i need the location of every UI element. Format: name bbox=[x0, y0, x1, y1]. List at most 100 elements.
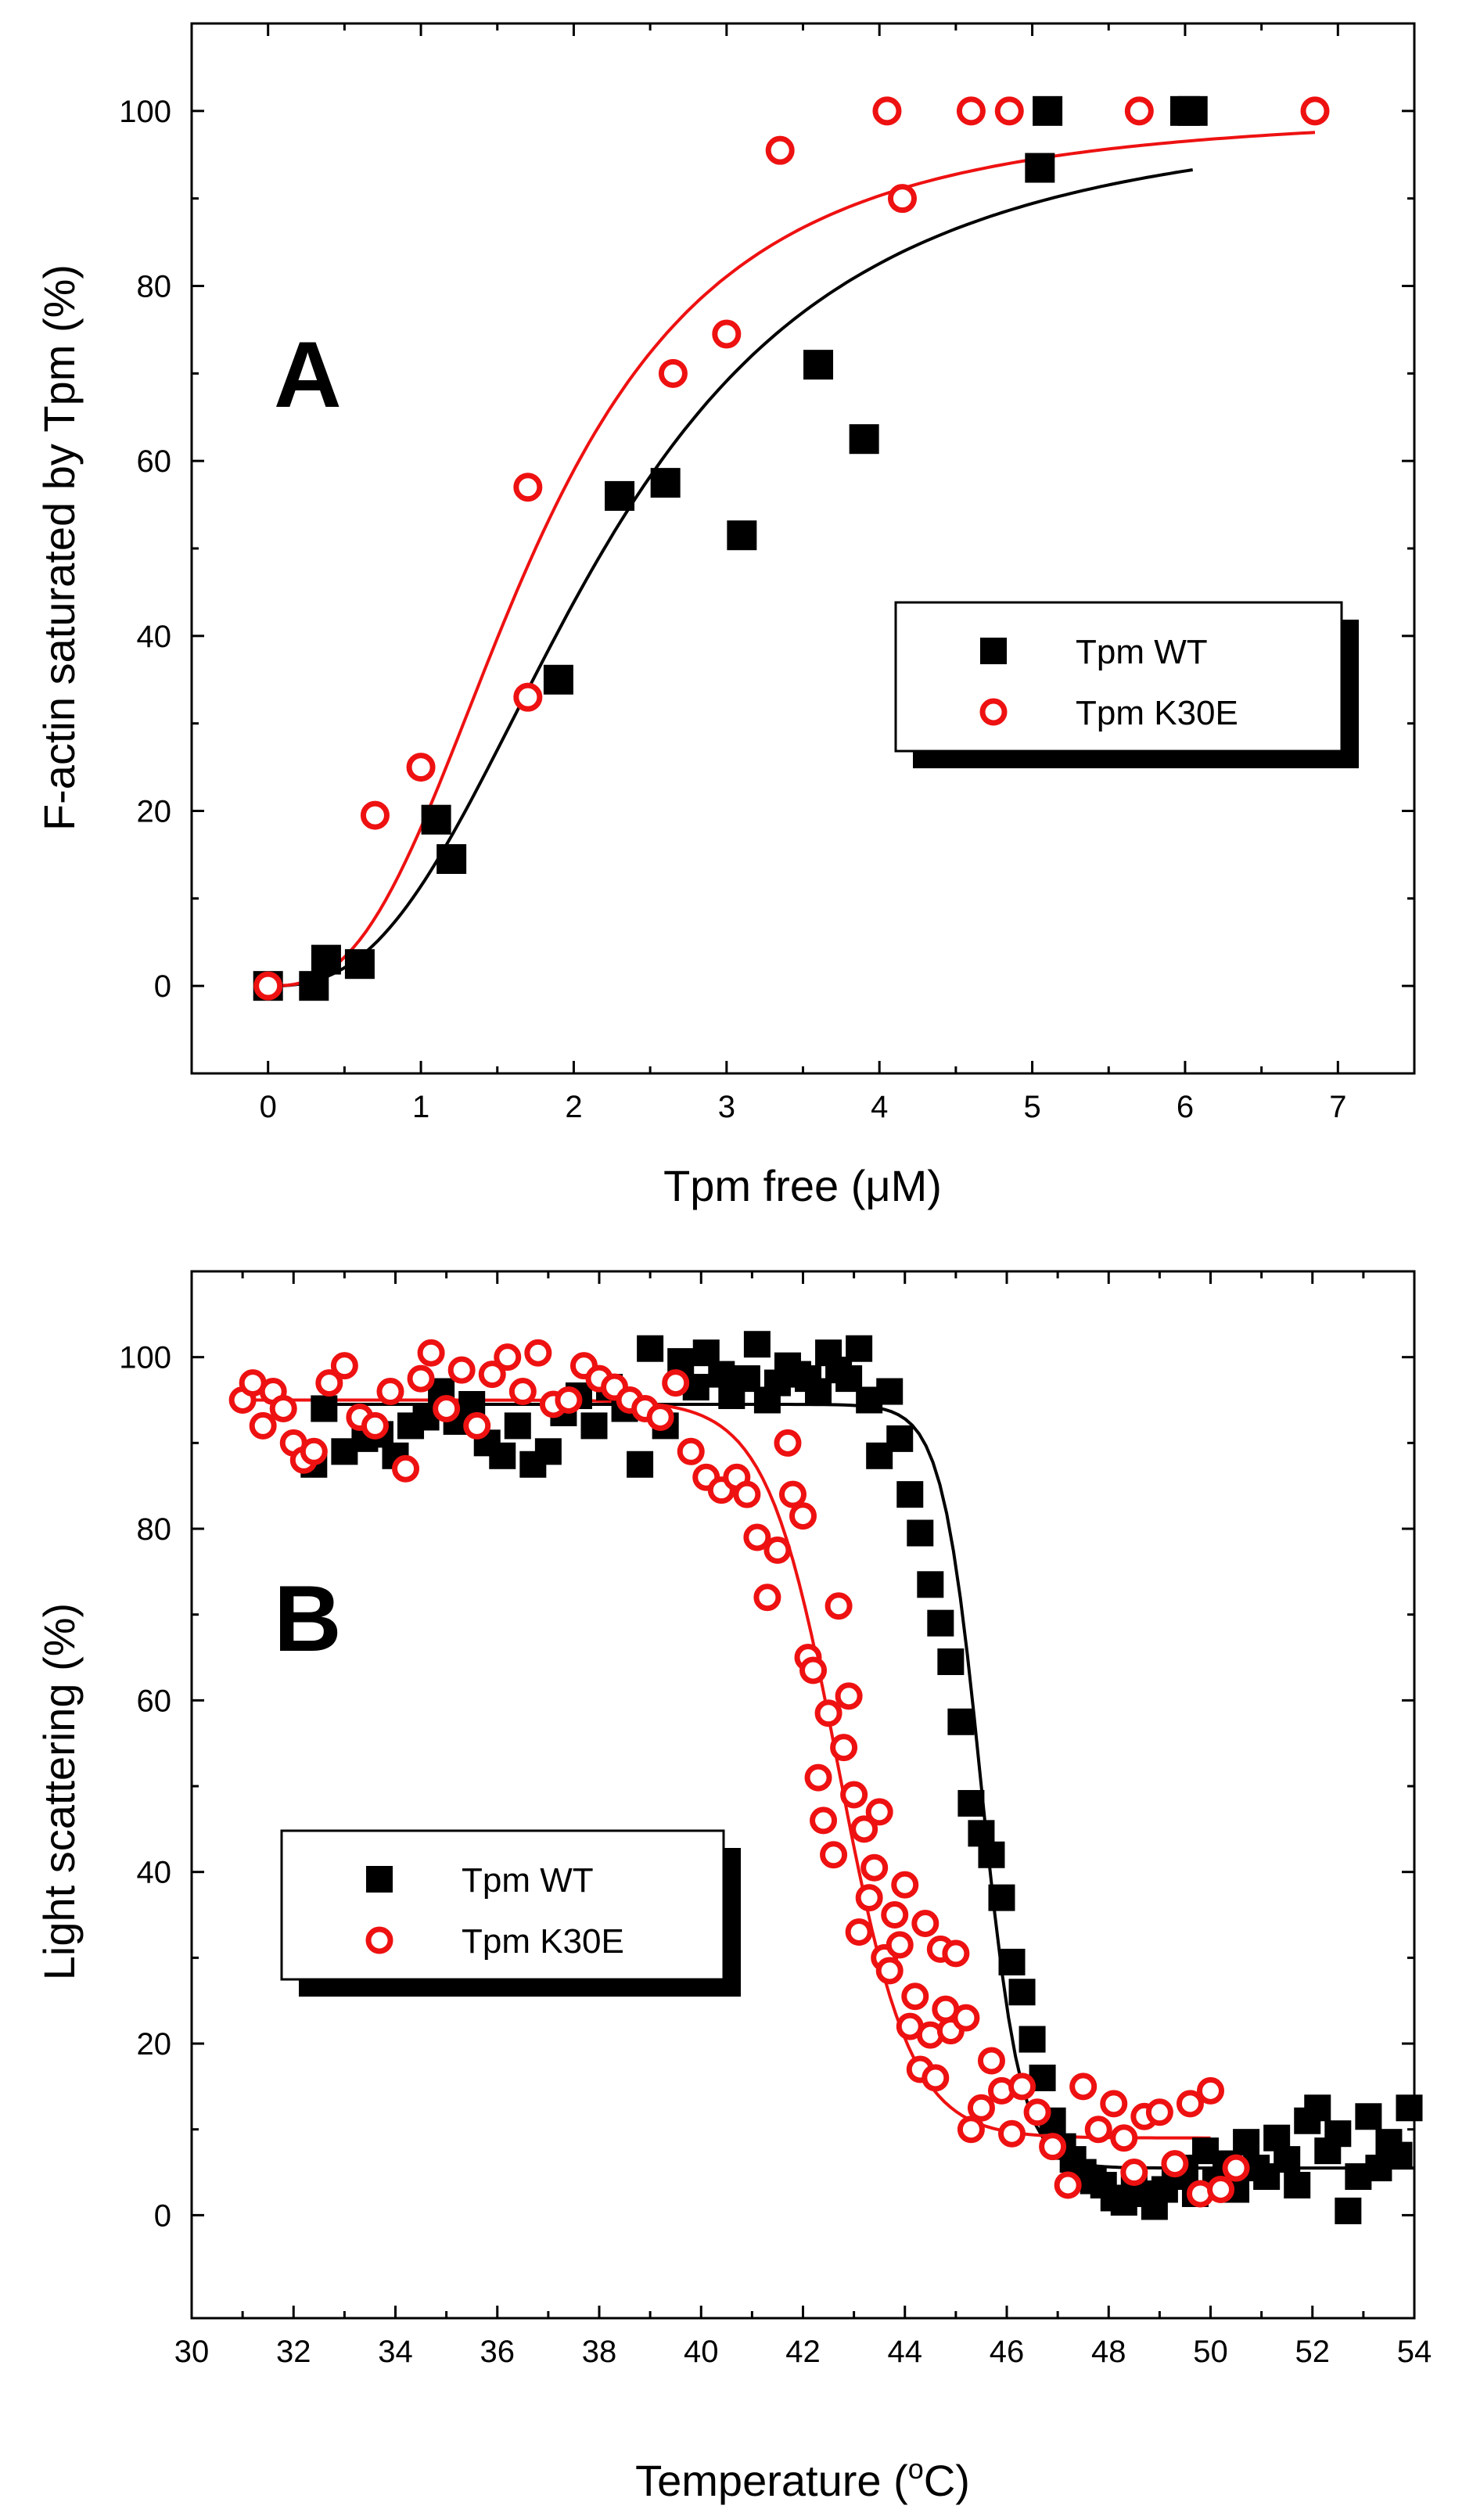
data-point-k30e bbox=[1197, 2076, 1224, 2105]
data-point-k30e bbox=[1176, 2090, 1204, 2118]
data-point-k30e bbox=[901, 1983, 929, 2011]
data-point-k30e bbox=[646, 1403, 674, 1431]
data-point-wt bbox=[1396, 2094, 1423, 2122]
data-point-wt bbox=[1025, 153, 1055, 183]
data-point-wt bbox=[1274, 2146, 1301, 2173]
data-point-k30e bbox=[1124, 96, 1154, 126]
legend-marker-k30e bbox=[365, 1926, 393, 1954]
data-point-wt bbox=[543, 664, 573, 695]
x-tick-label: 1 bbox=[412, 1090, 429, 1124]
data-point-k30e bbox=[804, 1763, 832, 1792]
data-point-k30e bbox=[810, 1806, 838, 1835]
y-tick-label: 0 bbox=[154, 2198, 171, 2233]
data-point-k30e bbox=[967, 2094, 995, 2122]
x-tick-label: 7 bbox=[1329, 1090, 1346, 1124]
x-tick-label: 48 bbox=[1091, 2335, 1126, 2369]
panel-label: A bbox=[274, 322, 342, 427]
data-point-wt bbox=[580, 1412, 608, 1440]
data-point-wt bbox=[299, 971, 329, 1001]
x-tick-label: 54 bbox=[1397, 2335, 1432, 2369]
data-point-k30e bbox=[1100, 2090, 1128, 2118]
data-point-k30e bbox=[830, 1734, 858, 1762]
data-point-k30e bbox=[994, 96, 1024, 126]
x-tick-label: 44 bbox=[888, 2335, 923, 2369]
data-point-k30e bbox=[463, 1411, 491, 1440]
data-point-k30e bbox=[952, 2004, 980, 2032]
data-point-wt bbox=[1284, 2172, 1311, 2199]
legend-label-wt: Tpm WT bbox=[462, 1861, 594, 1900]
legend-marker-wt bbox=[980, 638, 1007, 664]
data-point-k30e bbox=[360, 800, 390, 830]
data-point-wt bbox=[344, 949, 375, 980]
fit-curve-wt bbox=[268, 168, 1194, 988]
y-tick-label: 100 bbox=[119, 95, 171, 129]
data-point-k30e bbox=[1222, 2154, 1250, 2182]
data-point-k30e bbox=[406, 753, 436, 782]
x-tick-label: 32 bbox=[276, 2335, 311, 2369]
data-point-k30e bbox=[478, 1361, 506, 1389]
legend-label-wt: Tpm WT bbox=[1076, 633, 1208, 671]
x-tick-label: 30 bbox=[174, 2335, 210, 2369]
data-point-k30e bbox=[855, 1884, 883, 1912]
data-point-k30e bbox=[658, 358, 688, 388]
data-point-k30e bbox=[922, 2064, 950, 2092]
data-point-k30e bbox=[789, 1502, 817, 1530]
x-axis-title-main: Temperature ( bbox=[635, 2456, 908, 2505]
x-tick-label: 2 bbox=[565, 1090, 582, 1124]
data-point-wt bbox=[1324, 2120, 1352, 2148]
y-tick-label: 40 bbox=[137, 1856, 172, 1890]
data-point-k30e bbox=[875, 1957, 904, 1985]
data-point-k30e bbox=[814, 1699, 842, 1727]
x-tick-label: 4 bbox=[871, 1090, 888, 1124]
data-point-wt bbox=[1355, 2103, 1382, 2130]
y-tick-label: 0 bbox=[154, 969, 171, 1004]
legend-label-k30e: Tpm K30E bbox=[1076, 694, 1238, 732]
data-point-wt bbox=[489, 1442, 516, 1469]
data-point-wt bbox=[849, 424, 879, 455]
data-point-k30e bbox=[881, 1901, 909, 1929]
data-point-wt bbox=[937, 1648, 965, 1676]
data-point-wt bbox=[650, 468, 681, 498]
x-tick-label: 5 bbox=[1023, 1090, 1040, 1124]
data-point-wt bbox=[1177, 95, 1208, 126]
data-point-k30e bbox=[1069, 2072, 1098, 2101]
data-point-k30e bbox=[662, 1369, 690, 1397]
data-point-k30e bbox=[524, 1339, 552, 1367]
data-point-wt bbox=[947, 1708, 975, 1735]
data-point-wt bbox=[1304, 2094, 1331, 2122]
x-tick-label: 50 bbox=[1193, 2335, 1228, 2369]
data-point-k30e bbox=[733, 1480, 761, 1508]
data-point-k30e bbox=[508, 1378, 537, 1406]
data-point-k30e bbox=[494, 1343, 522, 1371]
data-point-k30e bbox=[1039, 2133, 1067, 2161]
data-point-k30e bbox=[845, 1918, 873, 1946]
data-point-k30e bbox=[1110, 2124, 1138, 2152]
y-tick-label: 20 bbox=[137, 2027, 172, 2062]
data-point-k30e bbox=[1023, 2098, 1051, 2126]
legend-box bbox=[894, 601, 1343, 753]
data-point-k30e bbox=[774, 1429, 802, 1457]
data-point-k30e bbox=[825, 1592, 853, 1620]
data-point-wt bbox=[534, 1438, 562, 1465]
data-point-k30e bbox=[249, 1411, 277, 1440]
y-tick-label: 20 bbox=[137, 795, 172, 829]
data-point-wt bbox=[421, 804, 451, 835]
data-point-k30e bbox=[555, 1386, 583, 1415]
data-point-k30e bbox=[1054, 2171, 1082, 2199]
x-tick-label: 0 bbox=[260, 1090, 277, 1124]
data-point-k30e bbox=[361, 1411, 389, 1440]
data-point-k30e bbox=[677, 1437, 705, 1465]
data-point-k30e bbox=[513, 682, 543, 712]
data-point-wt bbox=[927, 1609, 954, 1637]
chart-panel-a: 0 1 2 3 4 5 6 7 0 20 40 60 80 100 F-actin saturated by… bbox=[34, 22, 1416, 1210]
data-point-k30e bbox=[315, 1369, 343, 1397]
x-axis-title: Tpm free (μM) bbox=[663, 1161, 942, 1210]
data-point-k30e bbox=[911, 1910, 939, 1938]
x-tick-label: 42 bbox=[785, 2335, 821, 2369]
data-point-k30e bbox=[820, 1841, 848, 1869]
data-point-k30e bbox=[1008, 2072, 1036, 2101]
data-point-wt bbox=[637, 1335, 664, 1362]
data-point-k30e bbox=[886, 1931, 914, 1959]
x-axis-title: Temperature (oC) bbox=[635, 2453, 970, 2505]
data-point-k30e bbox=[840, 1781, 868, 1809]
